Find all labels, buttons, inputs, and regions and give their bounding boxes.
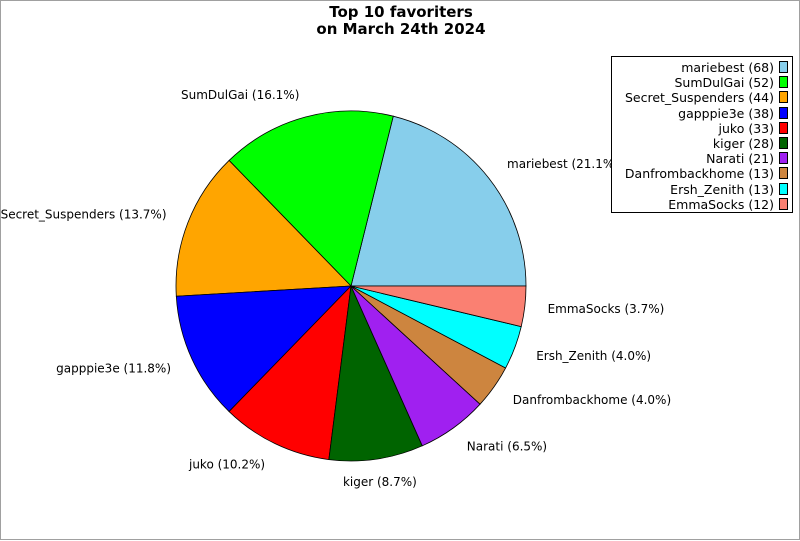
legend-label: mariebest (68)	[681, 60, 774, 75]
legend-swatch	[779, 121, 788, 134]
slice-label: gapppie3e (11.8%)	[56, 361, 171, 375]
legend-label: juko (33)	[718, 120, 774, 136]
legend-item: kiger (28)	[612, 136, 792, 151]
slice-label: kiger (8.7%)	[343, 475, 417, 489]
legend-swatch	[779, 61, 788, 73]
legend-item: Danfrombackhome (13)	[612, 166, 792, 181]
legend-swatch	[779, 106, 788, 119]
slice-label: Danfrombackhome (4.0%)	[513, 393, 671, 407]
pie-slice-mariebest	[350, 115, 527, 287]
legend-label: gapppie3e (38)	[678, 105, 774, 121]
legend: mariebest (68) SumDulGai (52) Secret_Suspe…	[611, 56, 793, 213]
slice-label: EmmaSocks (3.7%)	[548, 302, 665, 316]
pie-slice-kiger	[328, 284, 423, 462]
legend-swatch	[779, 197, 788, 210]
legend-label: SumDulGai (52)	[674, 75, 774, 91]
legend-item: EmmaSocks (12)	[612, 197, 792, 212]
legend-item: gapppie3e (38)	[612, 106, 792, 121]
legend-label: Danfrombackhome (13)	[624, 166, 774, 182]
legend-swatch	[779, 152, 788, 165]
slice-label: Narati (6.5%)	[467, 440, 547, 454]
legend-label: EmmaSocks (12)	[668, 196, 774, 212]
legend-swatch	[779, 136, 788, 149]
legend-swatch	[779, 91, 788, 104]
slice-label: juko (10.2%)	[188, 457, 265, 471]
legend-label: kiger (28)	[712, 135, 774, 151]
legend-item: Ersh_Zenith (13)	[612, 182, 792, 197]
pie-slice-juko	[228, 284, 352, 461]
slice-label: Secret_Suspenders (13.7%)	[1, 207, 167, 221]
legend-label: Narati (21)	[706, 151, 774, 167]
slice-label: mariebest (21.1%)	[507, 157, 619, 171]
slice-label: Ersh_Zenith (4.0%)	[536, 349, 651, 363]
pie-slice-gapppie3e	[175, 285, 353, 413]
legend-label: Ersh_Zenith (13)	[670, 181, 774, 197]
slice-label: SumDulGai (16.1%)	[181, 88, 299, 102]
legend-swatch	[779, 182, 788, 195]
legend-item: SumDulGai (52)	[612, 75, 792, 90]
chart-title-line-2: on March 24th 2024	[316, 20, 486, 38]
legend-item: juko (33)	[612, 121, 792, 136]
pie-slice-sumdulgai	[228, 110, 394, 287]
legend-swatch	[779, 76, 788, 89]
legend-item: Secret_Suspenders (44)	[612, 90, 792, 105]
chart-title: Top 10 favoriters on March 24th 2024	[1, 4, 800, 38]
pie-slice-emmasocks	[350, 285, 527, 328]
legend-item: mariebest (68)	[612, 60, 792, 75]
pie-slice-secret-suspenders	[175, 159, 352, 297]
legend-swatch	[779, 167, 788, 180]
chart-title-line-1: Top 10 favoriters	[329, 3, 473, 21]
legend-item: Narati (21)	[612, 151, 792, 166]
legend-label: Secret_Suspenders (44)	[624, 90, 774, 106]
